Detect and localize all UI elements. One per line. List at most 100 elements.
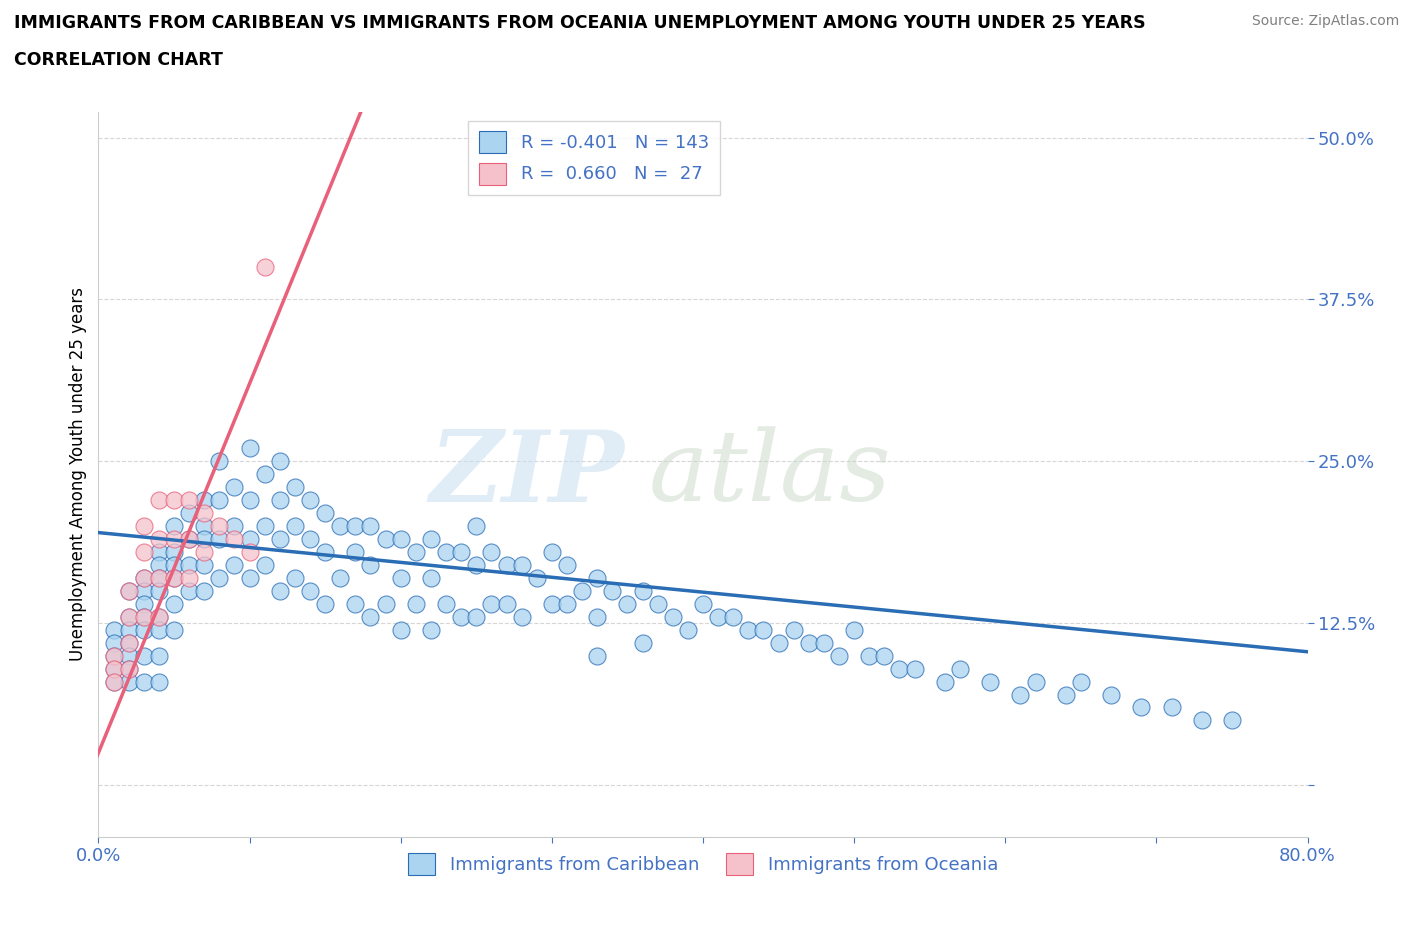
Point (103, 648, 125, 663)
Point (1010, 687, 1032, 702)
Point (193, 506, 215, 521)
Point (450, 609, 472, 624)
Point (118, 622, 141, 637)
Point (163, 622, 186, 637)
Point (239, 545, 262, 560)
Point (389, 532, 412, 547)
Point (179, 532, 201, 547)
Point (148, 570, 170, 585)
Point (481, 596, 503, 611)
Point (148, 622, 170, 637)
Point (450, 545, 472, 560)
Point (434, 545, 457, 560)
Point (239, 570, 262, 585)
Point (389, 570, 412, 585)
Point (269, 493, 291, 508)
Point (163, 570, 186, 585)
Point (284, 570, 307, 585)
Point (118, 661, 141, 676)
Point (208, 454, 231, 469)
Point (828, 648, 851, 663)
Point (193, 532, 215, 547)
Point (103, 674, 125, 689)
Point (208, 519, 231, 534)
Point (676, 622, 699, 637)
Point (495, 596, 517, 611)
Text: IMMIGRANTS FROM CARIBBEAN VS IMMIGRANTS FROM OCEANIA UNEMPLOYMENT AMONG YOUTH UN: IMMIGRANTS FROM CARIBBEAN VS IMMIGRANTS … (14, 14, 1146, 32)
Point (374, 596, 396, 611)
Point (389, 622, 412, 637)
Point (631, 583, 654, 598)
Point (510, 558, 533, 573)
Point (148, 648, 170, 663)
Point (132, 545, 155, 560)
Point (148, 609, 170, 624)
Point (420, 570, 443, 585)
Text: atlas: atlas (648, 427, 891, 522)
Point (797, 635, 820, 650)
Point (224, 532, 246, 547)
Point (405, 596, 427, 611)
Point (420, 532, 443, 547)
Point (163, 519, 186, 534)
Point (1070, 674, 1092, 689)
Text: CORRELATION CHART: CORRELATION CHART (14, 51, 224, 69)
Point (299, 532, 322, 547)
Point (768, 635, 790, 650)
Point (374, 532, 396, 547)
Point (360, 558, 382, 573)
Point (132, 622, 155, 637)
Point (148, 532, 170, 547)
Text: Source: ZipAtlas.com: Source: ZipAtlas.com (1251, 14, 1399, 28)
Point (1191, 713, 1213, 728)
Point (269, 532, 291, 547)
Point (299, 493, 322, 508)
Point (979, 674, 1001, 689)
Point (405, 545, 427, 560)
Point (344, 596, 367, 611)
Point (586, 609, 609, 624)
Point (179, 558, 201, 573)
Point (420, 622, 443, 637)
Point (692, 596, 714, 611)
Point (163, 558, 186, 573)
Point (103, 661, 125, 676)
Point (904, 661, 927, 676)
Point (118, 648, 141, 663)
Point (118, 661, 141, 676)
Point (193, 583, 215, 598)
Point (314, 545, 336, 560)
Point (1130, 700, 1153, 715)
Point (253, 259, 276, 274)
Point (132, 583, 155, 598)
Point (495, 558, 517, 573)
Point (631, 635, 654, 650)
Point (510, 609, 533, 624)
Point (1099, 687, 1122, 702)
Point (360, 519, 382, 534)
Point (193, 493, 215, 508)
Point (723, 609, 745, 624)
Point (208, 532, 231, 547)
Point (103, 635, 125, 650)
Point (434, 596, 457, 611)
Point (163, 596, 186, 611)
Point (465, 519, 488, 534)
Point (1024, 674, 1046, 689)
Point (208, 493, 231, 508)
Point (179, 506, 201, 521)
Point (344, 519, 367, 534)
Point (103, 622, 125, 637)
Point (616, 596, 638, 611)
Point (481, 545, 503, 560)
Point (103, 648, 125, 663)
Point (783, 622, 806, 637)
Point (1220, 713, 1243, 728)
Point (314, 596, 336, 611)
Point (360, 609, 382, 624)
Point (132, 674, 155, 689)
Point (284, 480, 307, 495)
Point (132, 570, 155, 585)
Point (163, 493, 186, 508)
Point (555, 558, 578, 573)
